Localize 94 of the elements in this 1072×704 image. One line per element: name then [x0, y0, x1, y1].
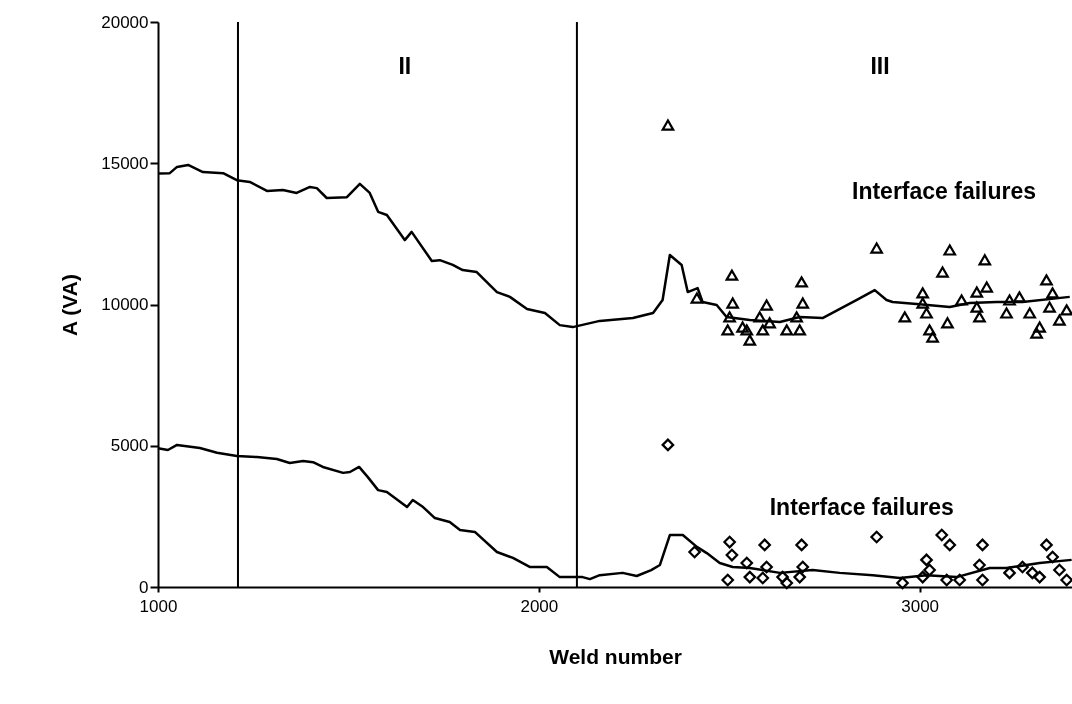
point	[661, 119, 675, 131]
point	[1003, 566, 1016, 580]
point	[916, 287, 930, 299]
point	[1046, 287, 1059, 299]
y-tick-label: 15000	[101, 153, 149, 173]
point	[953, 573, 966, 587]
annotation: Interface failures	[851, 177, 1037, 204]
y-tick-label: 5000	[110, 436, 149, 456]
point	[955, 294, 968, 306]
x-tick-label: 2000	[520, 596, 559, 616]
point	[1033, 570, 1046, 584]
point	[916, 570, 930, 584]
point	[743, 570, 757, 584]
point	[723, 535, 736, 549]
point	[1043, 301, 1056, 313]
point	[923, 563, 936, 577]
point	[723, 311, 736, 323]
point	[1000, 307, 1013, 319]
point	[980, 281, 994, 293]
point	[1060, 573, 1072, 587]
point	[760, 560, 773, 574]
point	[973, 311, 986, 323]
y-tick-label: 0	[139, 577, 149, 597]
x-tick-label: 3000	[901, 596, 940, 616]
point	[1040, 274, 1053, 286]
point	[1003, 294, 1016, 306]
point	[943, 538, 957, 552]
point	[780, 324, 794, 336]
point	[976, 573, 989, 587]
point	[721, 324, 735, 336]
point	[1053, 563, 1066, 577]
point	[941, 317, 954, 329]
point	[970, 301, 984, 313]
point	[970, 286, 984, 298]
point	[920, 307, 933, 319]
point	[756, 571, 770, 585]
point	[1033, 321, 1046, 333]
point	[1026, 566, 1039, 580]
point	[926, 331, 939, 343]
point	[1060, 304, 1072, 316]
point	[753, 311, 767, 323]
point	[740, 324, 754, 336]
point	[780, 576, 794, 590]
point	[870, 530, 883, 544]
point	[896, 576, 909, 590]
point	[870, 242, 883, 254]
annotation: II	[398, 53, 412, 80]
point	[1023, 307, 1037, 319]
point	[756, 324, 770, 336]
point	[898, 311, 912, 323]
point	[688, 545, 701, 559]
point	[776, 570, 789, 584]
point	[1030, 327, 1043, 339]
point	[923, 324, 936, 336]
point	[943, 244, 957, 256]
x-tick-label: 1000	[139, 596, 178, 616]
point	[661, 438, 675, 452]
point	[1016, 560, 1029, 574]
point	[760, 299, 773, 311]
point	[721, 573, 735, 587]
point	[796, 297, 810, 309]
point	[1040, 538, 1053, 552]
y-tick-label: 10000	[101, 295, 149, 314]
point	[795, 276, 808, 288]
point	[973, 558, 986, 572]
point	[920, 553, 933, 567]
point	[916, 297, 930, 309]
point	[1046, 550, 1059, 564]
point	[793, 570, 807, 584]
point	[690, 292, 704, 304]
point	[795, 538, 808, 552]
y-tick-label: 20000	[101, 12, 149, 32]
point	[935, 528, 949, 542]
point	[976, 538, 989, 552]
point	[936, 266, 949, 278]
point	[940, 573, 954, 587]
point	[743, 334, 757, 346]
point	[796, 560, 810, 574]
point	[740, 556, 754, 570]
point	[725, 548, 739, 562]
point	[1053, 314, 1066, 326]
point	[763, 317, 776, 329]
x-axis-title: Weld number	[549, 644, 682, 668]
point	[978, 254, 992, 266]
y-axis-title: A (VA)	[58, 274, 82, 336]
point	[1013, 291, 1026, 303]
point	[725, 269, 739, 281]
annotation: Interface failures	[769, 493, 954, 520]
annotation: III	[870, 53, 890, 80]
point	[736, 321, 749, 333]
point	[758, 538, 772, 552]
point	[790, 311, 803, 323]
point	[726, 297, 740, 309]
point	[793, 324, 807, 336]
